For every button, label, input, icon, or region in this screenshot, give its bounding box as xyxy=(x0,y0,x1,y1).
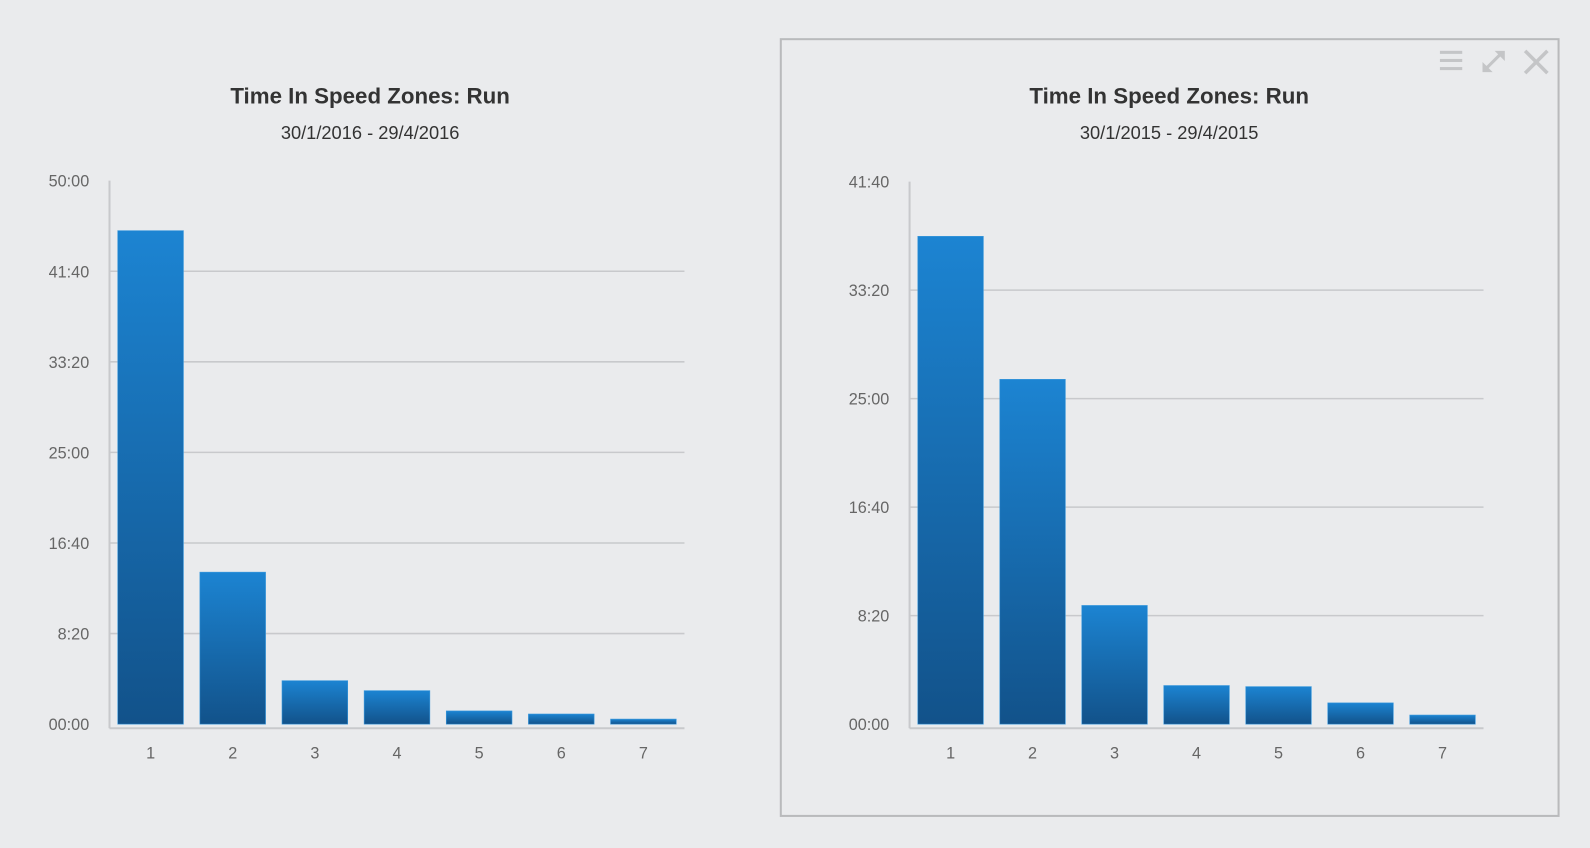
y-tick-label: 00:00 xyxy=(849,716,890,734)
bar-zone-2[interactable] xyxy=(199,571,266,725)
chart-title: Time In Speed Zones: Run xyxy=(230,84,510,109)
x-tick-label: 7 xyxy=(1438,745,1447,763)
y-tick-label: 00:00 xyxy=(49,716,90,734)
chart-2: Time In Speed Zones: Run 30/1/2015 - 29/4… xyxy=(849,84,1484,763)
x-tick-label: 2 xyxy=(228,745,237,763)
bar-zone-3[interactable] xyxy=(1081,605,1148,725)
bar-zone-7[interactable] xyxy=(610,718,677,725)
x-tick-label: 5 xyxy=(1274,745,1283,763)
bar-zone-6[interactable] xyxy=(528,713,595,725)
x-tick-label: 4 xyxy=(1192,745,1201,763)
x-tick-label: 1 xyxy=(946,745,955,763)
bar-zone-4[interactable] xyxy=(1163,685,1230,725)
bar-zone-5[interactable] xyxy=(445,710,513,725)
x-tick-label: 5 xyxy=(475,745,484,763)
selected-panel-frame xyxy=(779,38,1560,817)
chart-title: Time In Speed Zones: Run xyxy=(1029,84,1309,109)
y-tick-label: 25:00 xyxy=(849,391,890,409)
x-tick-label: 4 xyxy=(392,745,401,763)
x-tick-label: 1 xyxy=(146,745,155,763)
y-tick-label: 41:40 xyxy=(849,174,890,192)
y-tick-label: 50:00 xyxy=(49,173,90,191)
bar-zone-1[interactable] xyxy=(117,230,184,725)
menu-icon[interactable] xyxy=(1439,50,1463,71)
y-tick-label: 25:00 xyxy=(49,444,90,462)
bar-zone-2[interactable] xyxy=(999,379,1066,725)
x-tick-label: 2 xyxy=(1028,745,1037,763)
y-tick-label: 33:20 xyxy=(49,354,90,372)
y-tick-label: 8:20 xyxy=(858,608,890,626)
x-tick-label: 6 xyxy=(1356,745,1365,763)
chart-subtitle: 30/1/2016 - 29/4/2016 xyxy=(281,122,460,143)
y-tick-label: 16:40 xyxy=(49,535,90,553)
chart-1: Time In Speed Zones: Run 30/1/2016 - 29/4… xyxy=(49,84,685,763)
y-tick-label: 8:20 xyxy=(58,626,90,644)
bar-zone-4[interactable] xyxy=(363,690,431,725)
chart-subtitle: 30/1/2015 - 29/4/2015 xyxy=(1080,122,1259,143)
y-tick-label: 41:40 xyxy=(49,263,90,281)
close-icon[interactable] xyxy=(1523,49,1549,75)
bar-zone-3[interactable] xyxy=(281,680,349,725)
x-tick-label: 6 xyxy=(557,745,566,763)
bar-zone-6[interactable] xyxy=(1327,702,1394,725)
x-tick-label: 3 xyxy=(1110,745,1119,763)
y-tick-label: 33:20 xyxy=(849,282,890,300)
bar-zone-7[interactable] xyxy=(1409,714,1476,725)
x-tick-label: 3 xyxy=(310,745,319,763)
expand-icon[interactable] xyxy=(1482,50,1505,73)
bar-zone-1[interactable] xyxy=(917,236,984,725)
y-tick-label: 16:40 xyxy=(849,499,890,517)
x-tick-label: 7 xyxy=(639,745,648,763)
bar-zone-5[interactable] xyxy=(1245,686,1312,725)
